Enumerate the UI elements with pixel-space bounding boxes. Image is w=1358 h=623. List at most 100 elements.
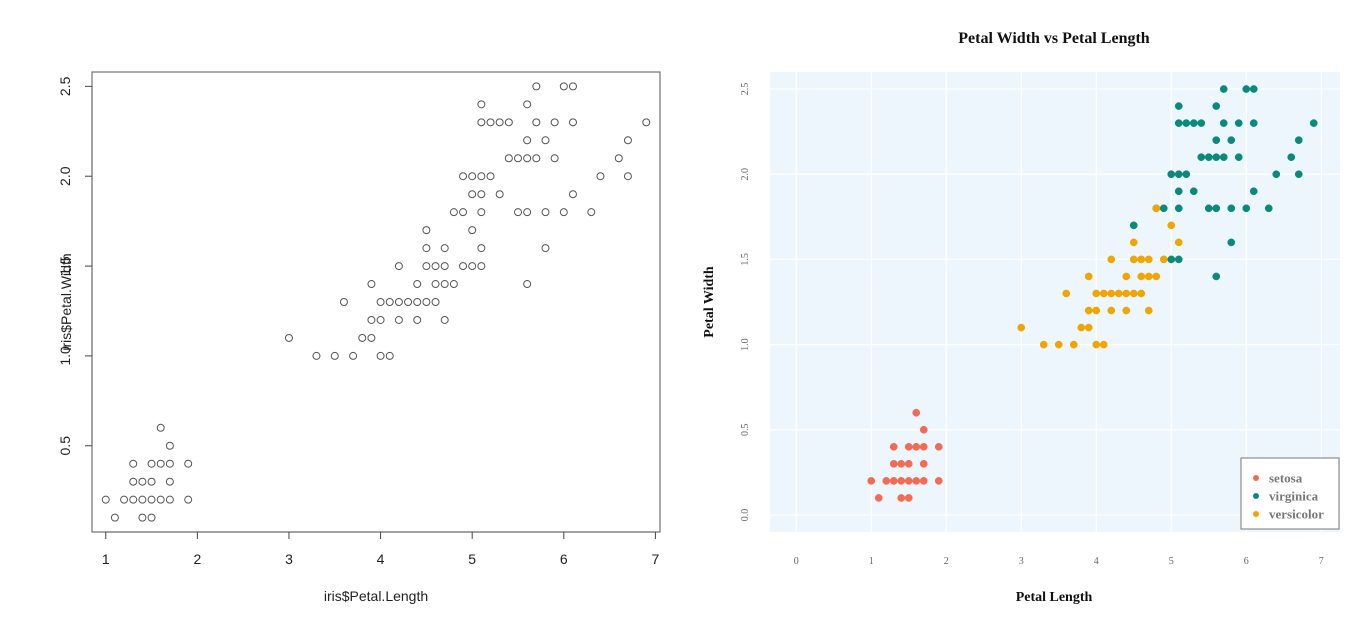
left-point — [523, 280, 532, 289]
left-point — [477, 190, 486, 199]
point-versicolor — [1129, 289, 1138, 298]
left-point — [376, 351, 385, 360]
left-point — [147, 459, 156, 468]
right-x-tick-label: 3 — [1019, 556, 1024, 567]
point-versicolor — [1114, 289, 1123, 298]
point-virginica — [1129, 221, 1138, 230]
left-point — [523, 154, 532, 163]
point-virginica — [1182, 119, 1191, 127]
left-point — [422, 262, 431, 271]
point-virginica — [1219, 85, 1228, 93]
left-point — [440, 280, 449, 289]
point-versicolor — [1069, 340, 1078, 349]
point-versicolor — [1129, 238, 1138, 247]
point-virginica — [1242, 85, 1251, 93]
left-point — [330, 351, 339, 360]
left-point — [165, 495, 174, 504]
point-setosa — [904, 494, 913, 502]
left-point — [468, 262, 477, 271]
left-point — [165, 459, 174, 468]
left-point — [129, 495, 138, 504]
left-point — [413, 315, 422, 324]
point-versicolor — [1144, 306, 1153, 315]
left-point — [385, 298, 394, 306]
left-point — [358, 333, 367, 342]
point-virginica — [1197, 153, 1206, 162]
point-virginica — [1249, 119, 1258, 127]
point-virginica — [1227, 238, 1236, 247]
left-point — [541, 136, 550, 145]
right-scatter-plot: Petal Width vs Petal Length 0 1 2 3 4 5 6 7 0.0… — [702, 30, 1340, 605]
point-virginica — [1242, 204, 1251, 213]
point-setosa — [912, 477, 921, 485]
point-versicolor — [1092, 306, 1101, 315]
right-x-tick-label: 4 — [1094, 556, 1099, 567]
right-x-tick-label: 7 — [1319, 556, 1324, 567]
point-versicolor — [1137, 289, 1146, 298]
point-versicolor — [1137, 272, 1146, 281]
right-y-tick-label: 1.5 — [740, 253, 751, 266]
left-point — [147, 513, 156, 522]
left-point — [559, 82, 568, 91]
point-setosa — [919, 477, 928, 485]
left-point — [376, 298, 385, 306]
legend-marker-versicolor — [1253, 511, 1259, 517]
left-point — [120, 495, 129, 504]
left-point — [431, 298, 440, 306]
left-y-axis-label: iris$Petal.Width — [58, 253, 74, 350]
point-versicolor — [1144, 255, 1153, 264]
left-point — [477, 172, 486, 181]
point-versicolor — [1152, 204, 1161, 213]
left-y-tick-label: 1.5 — [57, 256, 73, 276]
point-setosa — [904, 442, 913, 451]
left-y-axis: 0.5 1.0 1.5 2.0 2.5 — [57, 76, 93, 455]
point-setosa — [912, 408, 921, 417]
left-point — [477, 100, 486, 109]
point-virginica — [1249, 187, 1258, 196]
point-virginica — [1212, 204, 1221, 213]
point-virginica — [1204, 153, 1213, 162]
left-point — [367, 280, 376, 289]
point-virginica — [1234, 153, 1243, 162]
right-grid — [770, 72, 1340, 532]
left-scatter-plot: 1 2 3 4 5 6 7 0.5 1.0 1.5 2.0 2.5 iris$Petal.Lengt… — [57, 71, 661, 604]
point-virginica — [1182, 170, 1191, 179]
point-versicolor — [1122, 289, 1131, 298]
left-x-tick-label: 1 — [102, 551, 110, 567]
left-x-tick-label: 5 — [468, 551, 476, 567]
point-virginica — [1264, 204, 1273, 213]
right-y-tick-label: 1.0 — [740, 338, 751, 351]
point-versicolor — [1017, 323, 1026, 332]
left-point — [523, 100, 532, 109]
point-versicolor — [1107, 306, 1116, 315]
point-setosa — [934, 442, 943, 451]
point-versicolor — [1144, 272, 1153, 281]
right-y-tick-label: 0.0 — [740, 509, 751, 522]
left-point — [367, 333, 376, 342]
right-x-axis: 0 1 2 3 4 5 6 7 — [794, 556, 1324, 567]
left-point — [623, 136, 632, 145]
left-point — [394, 298, 403, 306]
point-versicolor — [1099, 340, 1108, 349]
right-y-tick-label: 2.0 — [740, 168, 751, 181]
left-point — [110, 513, 119, 522]
left-point — [138, 477, 147, 486]
point-versicolor — [1099, 289, 1108, 298]
point-versicolor — [1084, 323, 1093, 332]
point-versicolor — [1062, 289, 1071, 298]
left-point — [468, 226, 477, 235]
left-point — [486, 118, 495, 127]
left-point — [147, 477, 156, 486]
point-versicolor — [1092, 289, 1101, 298]
left-point — [523, 136, 532, 145]
point-versicolor — [1084, 306, 1093, 315]
legend-marker-setosa — [1253, 475, 1259, 481]
point-versicolor — [1174, 238, 1183, 247]
left-point — [440, 315, 449, 324]
left-point — [550, 154, 559, 163]
point-virginica — [1212, 102, 1221, 110]
left-point — [376, 315, 385, 324]
left-x-tick-label: 7 — [652, 551, 660, 567]
point-virginica — [1212, 272, 1221, 281]
left-point — [404, 298, 413, 306]
